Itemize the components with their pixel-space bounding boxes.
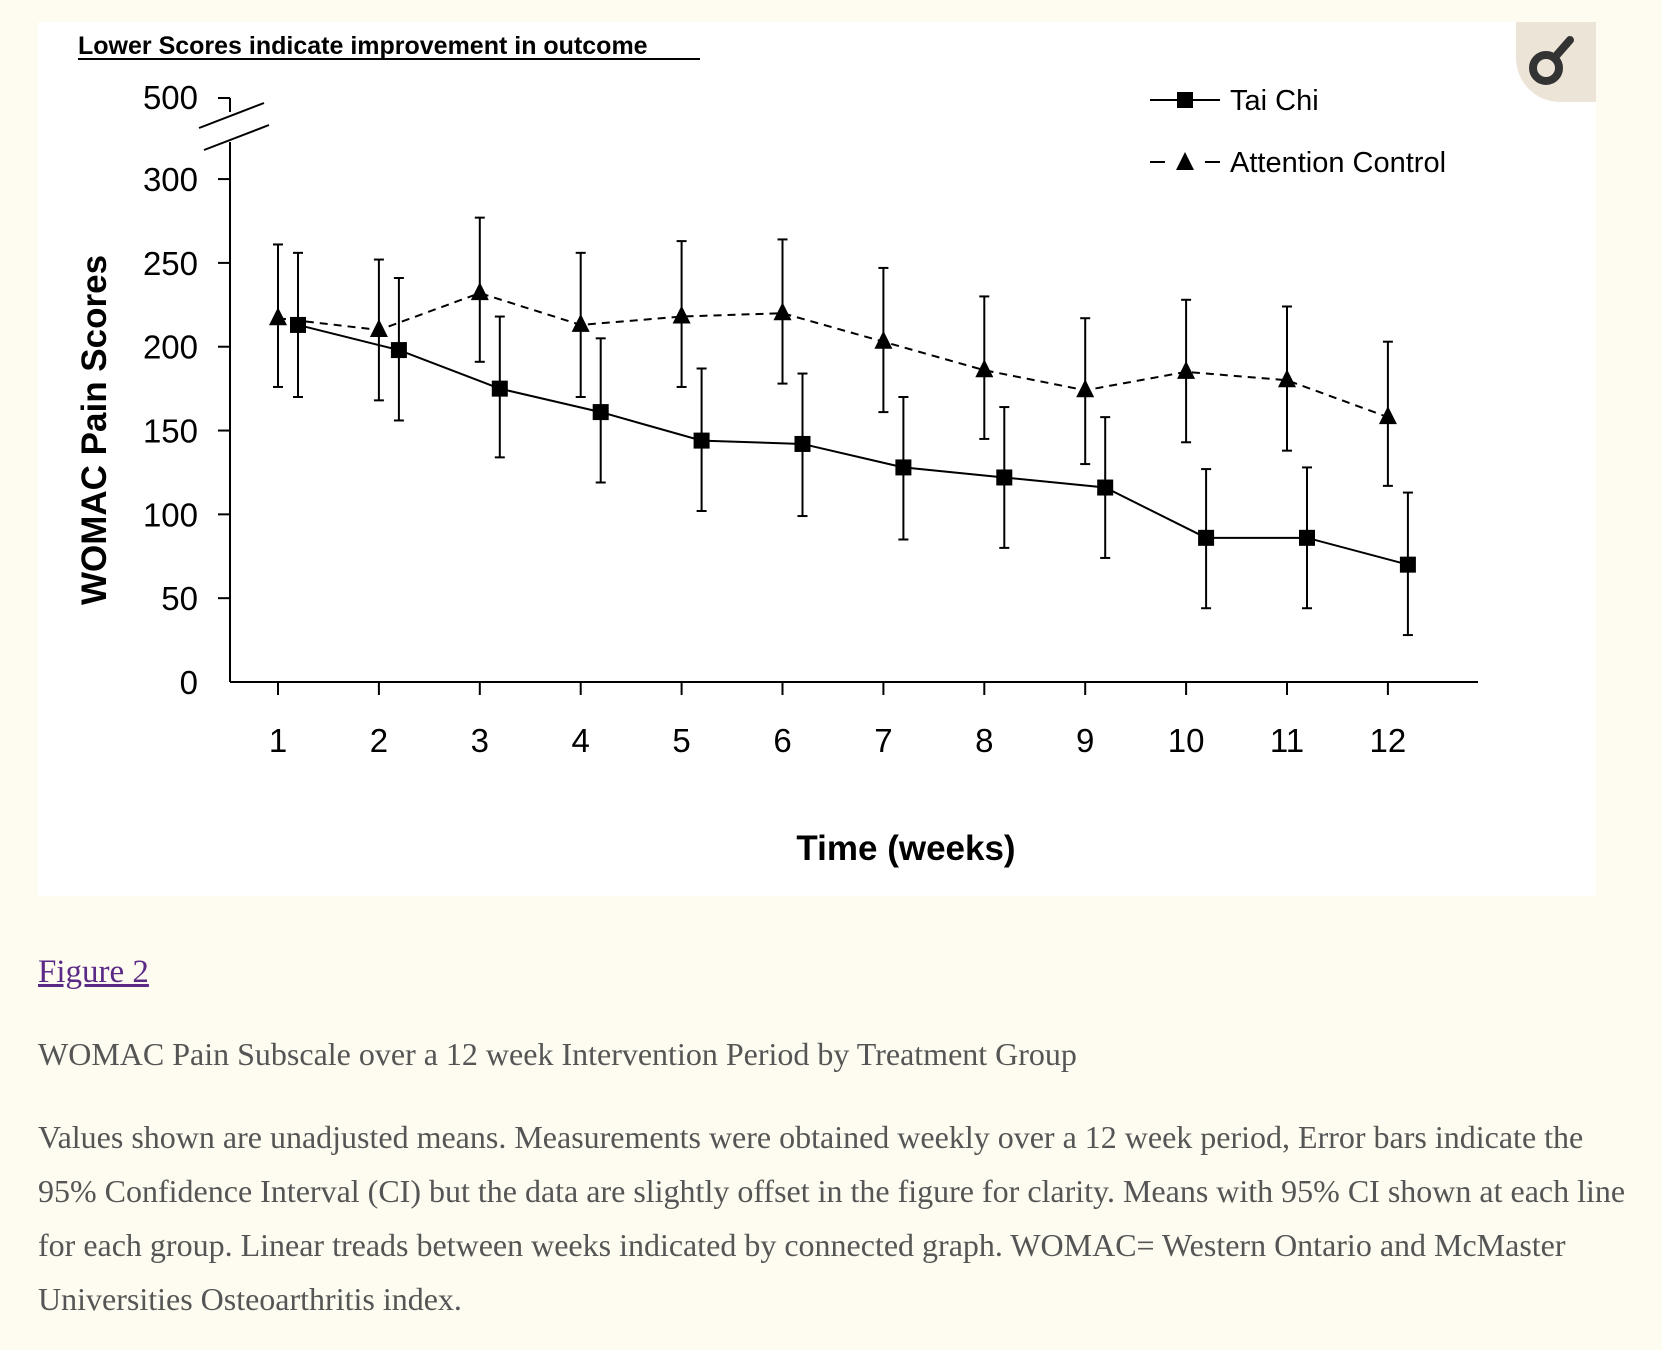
y-tick-label: 500 — [143, 79, 198, 116]
x-tick-label: 7 — [874, 722, 892, 759]
data-point-tai-chi — [794, 435, 811, 452]
x-tick-label: 4 — [572, 722, 590, 759]
x-tick-label: 12 — [1370, 722, 1407, 759]
data-point-tai-chi — [1097, 479, 1114, 496]
y-tick-label: 0 — [180, 664, 198, 701]
data-point-tai-chi — [1198, 529, 1215, 546]
data-point-attention-control — [269, 307, 287, 326]
data-point-attention-control — [571, 313, 590, 332]
y-axis-label: WOMAC Pain Scores — [75, 255, 114, 605]
x-tick-label: 6 — [773, 722, 791, 759]
data-point-tai-chi — [895, 459, 912, 476]
x-tick-label: 5 — [672, 722, 690, 759]
x-tick-label: 2 — [370, 722, 388, 759]
x-tick-label: 1 — [269, 722, 287, 759]
data-point-tai-chi — [996, 469, 1013, 486]
data-point-tai-chi — [1399, 556, 1416, 573]
data-point-attention-control — [470, 282, 489, 301]
caption-body: Values shown are unadjusted means. Measu… — [38, 1119, 1626, 1317]
data-point-attention-control — [369, 318, 388, 337]
expand-button[interactable] — [1516, 22, 1596, 102]
y-tick-label: 250 — [143, 245, 198, 282]
data-point-attention-control — [1378, 406, 1397, 425]
y-tick-label: 100 — [143, 496, 198, 533]
axis-break-mark — [198, 102, 265, 129]
figure-link[interactable]: Figure 2 — [38, 954, 149, 990]
legend-item-attention-control: Attention Control — [1150, 147, 1446, 179]
figure-panel: Lower Scores indicate improvement in out… — [38, 22, 1596, 896]
y-tick-label: 300 — [143, 161, 198, 198]
data-point-tai-chi — [592, 404, 609, 421]
x-tick-label: 8 — [975, 722, 993, 759]
series-line-attention-control — [277, 292, 1389, 419]
data-point-tai-chi — [1299, 529, 1315, 546]
data-point-attention-control — [672, 305, 691, 324]
legend-label-attention-control: Attention Control — [1230, 147, 1446, 179]
series-line-tai-chi — [297, 323, 1409, 566]
chart-marks — [269, 216, 1416, 637]
x-tick-label: 9 — [1076, 722, 1094, 759]
legend-item-tai-chi: Tai Chi — [1150, 85, 1319, 117]
magnifier-icon — [1529, 36, 1574, 85]
y-tick-label: 150 — [143, 413, 198, 450]
y-tick-label: 50 — [161, 580, 198, 617]
data-point-attention-control — [773, 302, 792, 321]
data-point-attention-control — [1076, 379, 1095, 398]
chart-annotation: Lower Scores indicate improvement in out… — [78, 32, 648, 60]
data-point-tai-chi — [390, 342, 407, 359]
data-point-tai-chi — [693, 432, 710, 449]
chart: Lower Scores indicate improvement in out… — [75, 32, 1478, 868]
y-tick-label: 200 — [143, 329, 198, 366]
data-point-attention-control — [975, 359, 994, 378]
x-tick-label: 10 — [1168, 722, 1205, 759]
axis-break-mark — [203, 124, 270, 151]
x-tick-label: 3 — [471, 722, 489, 759]
data-point-attention-control — [1278, 369, 1296, 388]
x-tick-label: 11 — [1270, 722, 1304, 759]
data-point-attention-control — [874, 330, 893, 349]
caption-title: WOMAC Pain Subscale over a 12 week Inter… — [38, 1036, 1077, 1072]
x-axis-label: Time (weeks) — [796, 829, 1015, 868]
legend-label-tai-chi: Tai Chi — [1230, 85, 1319, 117]
legend: Tai Chi Attention Control — [1150, 85, 1446, 179]
data-point-tai-chi — [491, 380, 508, 397]
data-point-attention-control — [1177, 360, 1196, 379]
